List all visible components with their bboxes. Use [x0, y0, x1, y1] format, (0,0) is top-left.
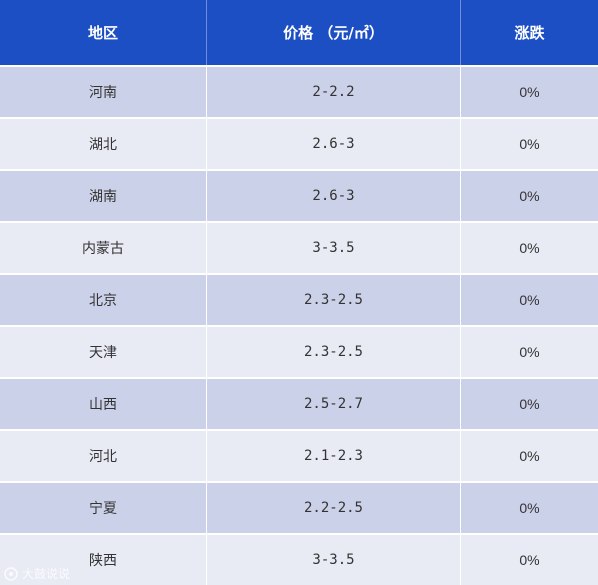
cell-region: 陕西	[0, 535, 207, 585]
cell-price: 2.6-3	[207, 119, 461, 169]
table-row: 宁夏 2.2-2.5 0%	[0, 481, 598, 533]
cell-price: 2.3-2.5	[207, 275, 461, 325]
table-row: 北京 2.3-2.5 0%	[0, 273, 598, 325]
cell-price: 2.5-2.7	[207, 379, 461, 429]
cell-price: 2.3-2.5	[207, 327, 461, 377]
table-row: 河南 2-2.2 0%	[0, 65, 598, 117]
cell-price: 2.2-2.5	[207, 483, 461, 533]
cell-change: 0%	[519, 188, 540, 204]
header-price: 价格 （元/㎡）	[207, 0, 461, 65]
header-change: 涨跌	[514, 24, 545, 42]
table-row: 天津 2.3-2.5 0%	[0, 325, 598, 377]
cell-change: 0%	[519, 344, 540, 360]
cell-region: 内蒙古	[0, 223, 207, 273]
cell-price: 2.6-3	[207, 171, 461, 221]
cell-region: 湖南	[0, 171, 207, 221]
cell-price: 2.1-2.3	[207, 431, 461, 481]
cell-region: 天津	[0, 327, 207, 377]
table-row: 湖北 2.6-3 0%	[0, 117, 598, 169]
watermark-logo-icon	[4, 566, 18, 581]
cell-price: 3-3.5	[207, 223, 461, 273]
watermark: 大鼓说说	[4, 565, 70, 582]
cell-region: 湖北	[0, 119, 207, 169]
cell-change: 0%	[519, 552, 540, 568]
cell-region: 河南	[0, 67, 207, 117]
cell-change: 0%	[519, 240, 540, 256]
cell-price: 2-2.2	[207, 67, 461, 117]
table-row: 陕西 3-3.5 0%	[0, 533, 598, 585]
cell-change: 0%	[519, 448, 540, 464]
cell-region: 山西	[0, 379, 207, 429]
table-row: 河北 2.1-2.3 0%	[0, 429, 598, 481]
cell-change: 0%	[519, 136, 540, 152]
cell-region: 北京	[0, 275, 207, 325]
cell-region: 宁夏	[0, 483, 207, 533]
table-row: 湖南 2.6-3 0%	[0, 169, 598, 221]
cell-change: 0%	[519, 500, 540, 516]
cell-region: 河北	[0, 431, 207, 481]
cell-change: 0%	[519, 292, 540, 308]
cell-price: 3-3.5	[207, 535, 461, 585]
header-region: 地区	[0, 0, 207, 65]
cell-change: 0%	[519, 84, 540, 100]
table-header: 地区 价格 （元/㎡） 涨跌	[0, 0, 598, 65]
table-row: 山西 2.5-2.7 0%	[0, 377, 598, 429]
watermark-text: 大鼓说说	[22, 567, 71, 581]
cell-change: 0%	[519, 396, 540, 412]
table-row: 内蒙古 3-3.5 0%	[0, 221, 598, 273]
